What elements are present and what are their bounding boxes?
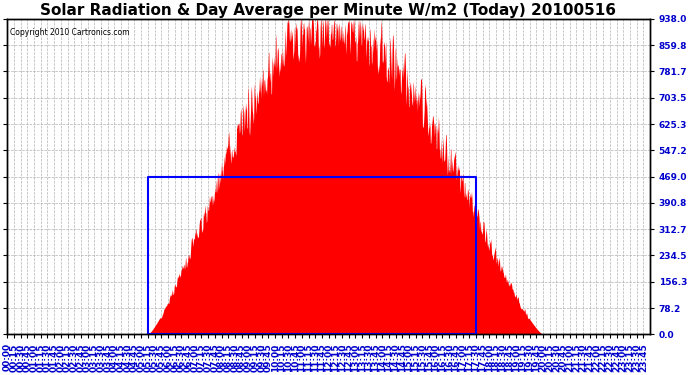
Text: Copyright 2010 Cartronics.com: Copyright 2010 Cartronics.com [10,28,130,38]
Title: Solar Radiation & Day Average per Minute W/m2 (Today) 20100516: Solar Radiation & Day Average per Minute… [41,3,616,18]
